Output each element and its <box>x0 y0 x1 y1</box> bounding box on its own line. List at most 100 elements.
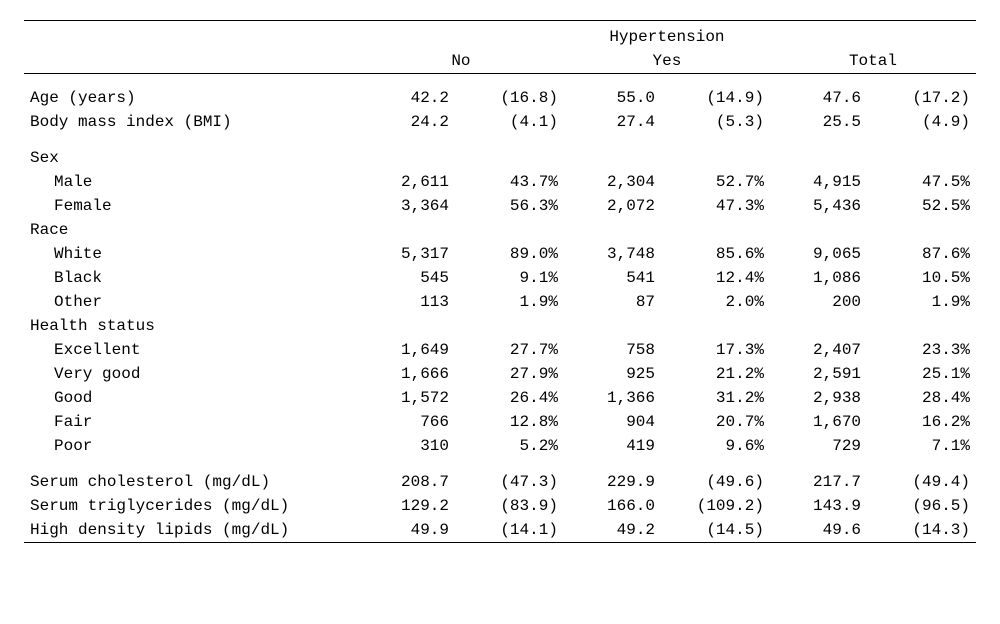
cell-no-p: 5.2% <box>455 434 564 458</box>
section-heading: Race <box>24 218 358 242</box>
cell-yes-p: 31.2% <box>661 386 770 410</box>
cell-yes-n: 758 <box>564 338 661 362</box>
cell-no-p: 27.7% <box>455 338 564 362</box>
header-blank <box>24 25 358 49</box>
cell-tot-p: (17.2) <box>867 86 976 110</box>
cell-tot-p: (96.5) <box>867 494 976 518</box>
cell-tot-n: 25.5 <box>770 110 867 134</box>
cell-no-p: (16.8) <box>455 86 564 110</box>
cell-tot-n: 47.6 <box>770 86 867 110</box>
cell-yes-p: (14.9) <box>661 86 770 110</box>
cell-tot-p: 47.5% <box>867 170 976 194</box>
cell-yes-n: 166.0 <box>564 494 661 518</box>
table-row: Excellent1,64927.7%75817.3%2,40723.3% <box>24 338 976 362</box>
cell-tot-p: (49.4) <box>867 470 976 494</box>
cell-tot-p: 25.1% <box>867 362 976 386</box>
cell-tot-p: 23.3% <box>867 338 976 362</box>
cell-no-p: 1.9% <box>455 290 564 314</box>
cell-no-n: 3,364 <box>358 194 455 218</box>
cell-no-n: 1,649 <box>358 338 455 362</box>
header-group-no-blank <box>358 25 564 49</box>
cell-yes-p: (49.6) <box>661 470 770 494</box>
row-label: Female <box>24 194 358 218</box>
cell-tot-p: 10.5% <box>867 266 976 290</box>
table-row: Age (years)42.2(16.8)55.0(14.9)47.6(17.2… <box>24 86 976 110</box>
cell-no-n: 310 <box>358 434 455 458</box>
row-label: High density lipids (mg/dL) <box>24 518 358 543</box>
cell-yes-p: 12.4% <box>661 266 770 290</box>
cell-tot-n: 9,065 <box>770 242 867 266</box>
cell-no-p: (4.1) <box>455 110 564 134</box>
header-yes: Yes <box>564 49 770 74</box>
cell-no-n: 1,572 <box>358 386 455 410</box>
cell-yes-n: 2,072 <box>564 194 661 218</box>
cell-tot-p: 52.5% <box>867 194 976 218</box>
cell-yes-p: 47.3% <box>661 194 770 218</box>
row-label: Other <box>24 290 358 314</box>
section-heading: Sex <box>24 146 358 170</box>
cell-yes-n: 419 <box>564 434 661 458</box>
row-label: Very good <box>24 362 358 386</box>
cell-no-p: 26.4% <box>455 386 564 410</box>
row-label: Excellent <box>24 338 358 362</box>
cell-yes-p: 21.2% <box>661 362 770 386</box>
table-row: Male2,61143.7%2,30452.7%4,91547.5% <box>24 170 976 194</box>
cell-yes-p: (109.2) <box>661 494 770 518</box>
cell-no-n: 2,611 <box>358 170 455 194</box>
cell-no-n: 766 <box>358 410 455 434</box>
cell-yes-p: 85.6% <box>661 242 770 266</box>
cell-tot-p: 87.6% <box>867 242 976 266</box>
cell-tot-n: 200 <box>770 290 867 314</box>
summary-table: Hypertension No Yes Total Age (years)42.… <box>24 20 976 547</box>
cell-yes-n: 27.4 <box>564 110 661 134</box>
cell-yes-p: 52.7% <box>661 170 770 194</box>
cell-yes-p: 17.3% <box>661 338 770 362</box>
cell-no-p: 9.1% <box>455 266 564 290</box>
cell-no-n: 113 <box>358 290 455 314</box>
cell-no-p: 27.9% <box>455 362 564 386</box>
header-group-total-blank <box>770 25 976 49</box>
row-label: Black <box>24 266 358 290</box>
cell-no-n: 1,666 <box>358 362 455 386</box>
table-row: Fair76612.8%90420.7%1,67016.2% <box>24 410 976 434</box>
cell-yes-p: (5.3) <box>661 110 770 134</box>
cell-tot-p: (4.9) <box>867 110 976 134</box>
cell-yes-n: 3,748 <box>564 242 661 266</box>
cell-no-p: (83.9) <box>455 494 564 518</box>
cell-yes-n: 49.2 <box>564 518 661 543</box>
table-row: High density lipids (mg/dL)49.9(14.1)49.… <box>24 518 976 543</box>
table-row: Poor3105.2%4199.6%7297.1% <box>24 434 976 458</box>
cell-no-p: 12.8% <box>455 410 564 434</box>
row-label: Fair <box>24 410 358 434</box>
cell-yes-n: 87 <box>564 290 661 314</box>
cell-tot-n: 49.6 <box>770 518 867 543</box>
cell-no-n: 545 <box>358 266 455 290</box>
cell-tot-n: 2,591 <box>770 362 867 386</box>
header-no: No <box>358 49 564 74</box>
cell-tot-n: 217.7 <box>770 470 867 494</box>
table-row: White5,31789.0%3,74885.6%9,06587.6% <box>24 242 976 266</box>
cell-tot-n: 1,670 <box>770 410 867 434</box>
cell-yes-p: 20.7% <box>661 410 770 434</box>
cell-tot-n: 143.9 <box>770 494 867 518</box>
cell-tot-p: 1.9% <box>867 290 976 314</box>
cell-yes-n: 55.0 <box>564 86 661 110</box>
header-stub <box>24 49 358 74</box>
cell-tot-n: 4,915 <box>770 170 867 194</box>
cell-no-n: 129.2 <box>358 494 455 518</box>
cell-no-p: (47.3) <box>455 470 564 494</box>
row-label: White <box>24 242 358 266</box>
header-super: Hypertension <box>564 25 770 49</box>
table-row: Good1,57226.4%1,36631.2%2,93828.4% <box>24 386 976 410</box>
cell-no-n: 24.2 <box>358 110 455 134</box>
row-label: Age (years) <box>24 86 358 110</box>
cell-no-p: 43.7% <box>455 170 564 194</box>
table-row: Body mass index (BMI)24.2(4.1)27.4(5.3)2… <box>24 110 976 134</box>
cell-tot-p: (14.3) <box>867 518 976 543</box>
cell-no-n: 208.7 <box>358 470 455 494</box>
cell-no-n: 49.9 <box>358 518 455 543</box>
cell-tot-n: 1,086 <box>770 266 867 290</box>
section-heading: Health status <box>24 314 358 338</box>
row-label: Good <box>24 386 358 410</box>
cell-no-p: (14.1) <box>455 518 564 543</box>
